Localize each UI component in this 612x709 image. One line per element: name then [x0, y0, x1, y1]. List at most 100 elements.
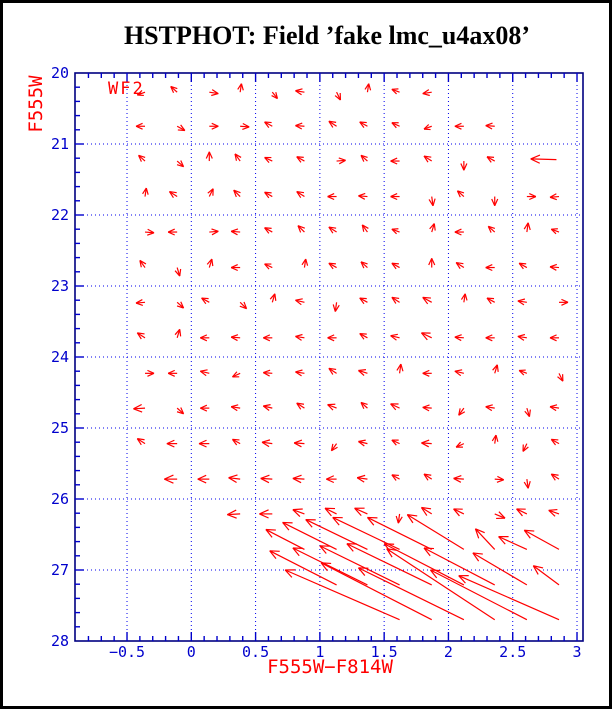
quiver-arrow: [391, 228, 400, 235]
quiver-arrow: [360, 261, 368, 269]
quiver-arrow: [209, 228, 219, 236]
quiver-arrow: [491, 434, 499, 444]
quiver-arrow: [284, 569, 400, 621]
quiver-arrow: [359, 332, 368, 340]
quiver-arrow: [423, 473, 433, 481]
quiver-arrow: [144, 228, 155, 236]
quiver-arrow: [230, 228, 241, 236]
x-tick-label: 0.5: [242, 643, 269, 661]
quiver-arrow: [421, 439, 432, 448]
quiver-arrow: [494, 511, 506, 520]
quiver-arrow: [200, 404, 210, 412]
quiver-arrow: [530, 154, 557, 164]
y-tick-label: 25: [51, 419, 69, 437]
quiver-arrow: [264, 191, 273, 199]
quiver-arrow: [422, 296, 433, 305]
y-tick-label: 27: [51, 561, 69, 579]
quiver-arrow: [269, 550, 337, 586]
x-tick-label: 0: [187, 643, 196, 661]
quiver-arrow: [358, 369, 368, 376]
quiver-arrow: [297, 225, 306, 233]
quiver-arrow: [453, 508, 465, 517]
quiver-arrow: [295, 369, 305, 377]
quiver-arrow: [364, 83, 372, 93]
quiver-arrow: [262, 404, 273, 411]
quiver-arrow: [487, 225, 496, 233]
quiver-arrow: [522, 443, 529, 452]
quiver-arrow: [199, 369, 210, 377]
quiver-arrow: [423, 547, 496, 586]
x-tick-label: 2: [444, 643, 453, 661]
quiver-arrow: [282, 521, 337, 550]
quiver-arrow: [296, 156, 305, 163]
quiver-arrow: [292, 508, 305, 517]
quiver-arrow: [391, 88, 400, 95]
quiver-arrow: [518, 262, 528, 270]
quiver-arrow: [167, 228, 178, 236]
quiver-arrow: [357, 567, 465, 621]
quiver-arrow: [472, 552, 528, 586]
quiver-arrows-layer: [133, 83, 569, 621]
quiver-arrow: [336, 157, 346, 165]
quiver-arrow: [455, 441, 465, 448]
quiver-arrow: [295, 88, 305, 96]
quiver-arrow: [485, 264, 495, 272]
quiver-arrow: [346, 543, 432, 586]
quiver-arrow: [237, 83, 244, 93]
x-tick-label: −0.5: [109, 643, 145, 661]
quiver-arrow: [550, 228, 560, 235]
y-tick-label: 21: [51, 135, 69, 153]
quiver-arrow: [549, 263, 560, 271]
quiver-arrow: [239, 301, 248, 310]
quiver-arrow: [206, 258, 214, 268]
quiver-arrow: [391, 262, 400, 270]
quiver-arrow: [136, 332, 146, 340]
quiver-arrow: [133, 403, 146, 413]
quiver-arrow: [390, 157, 400, 165]
quiver-arrow: [296, 402, 305, 410]
y-tick-label: 20: [51, 64, 69, 82]
quiver-arrow: [228, 474, 241, 484]
quiver-arrow: [366, 516, 432, 550]
quiver-arrow: [292, 547, 368, 586]
quiver-arrow: [549, 193, 560, 201]
quiver-arrow: [231, 438, 241, 446]
x-tick-label: 2.5: [499, 643, 526, 661]
quiver-arrow: [135, 122, 146, 130]
quiver-arrow: [327, 334, 337, 342]
axis-ticks-layer: [75, 73, 578, 641]
quiver-arrow: [517, 298, 527, 306]
quiver-arrow: [176, 160, 185, 168]
quiver-arrow: [293, 439, 305, 448]
quiver-arrow: [135, 299, 146, 307]
quiver-arrow: [328, 262, 337, 270]
quiver-arrow: [234, 153, 242, 162]
x-tick-label: 1: [315, 643, 324, 661]
quiver-arrow: [422, 404, 432, 412]
quiver-arrow: [391, 122, 400, 129]
quiver-arrow: [359, 121, 368, 128]
quiver-arrow: [523, 529, 560, 550]
quiver-arrow: [170, 85, 178, 93]
quiver-arrow: [260, 474, 273, 484]
quiver-arrow: [145, 369, 155, 377]
quiver-arrow: [524, 407, 531, 418]
quiver-arrow: [390, 193, 400, 201]
quiver-arrow: [330, 443, 338, 452]
quiver-arrow: [485, 404, 495, 412]
quiver-arrow: [420, 332, 432, 341]
quiver-arrow: [207, 188, 214, 197]
quiver-arrow: [391, 439, 400, 446]
y-axis-title: F555W: [25, 75, 47, 133]
quiver-arrow: [138, 154, 146, 162]
quiver-arrow: [549, 404, 560, 412]
quiver-arrow: [454, 369, 465, 377]
quiver-arrow: [176, 124, 186, 132]
quiver-arrow: [361, 224, 369, 233]
quiver-arrow: [209, 89, 219, 97]
quiver-arrow: [142, 187, 149, 197]
quiver-arrow: [326, 475, 337, 484]
quiver-arrow: [492, 364, 499, 374]
quiver-arrow: [176, 301, 185, 309]
quiver-arrow: [209, 122, 219, 130]
